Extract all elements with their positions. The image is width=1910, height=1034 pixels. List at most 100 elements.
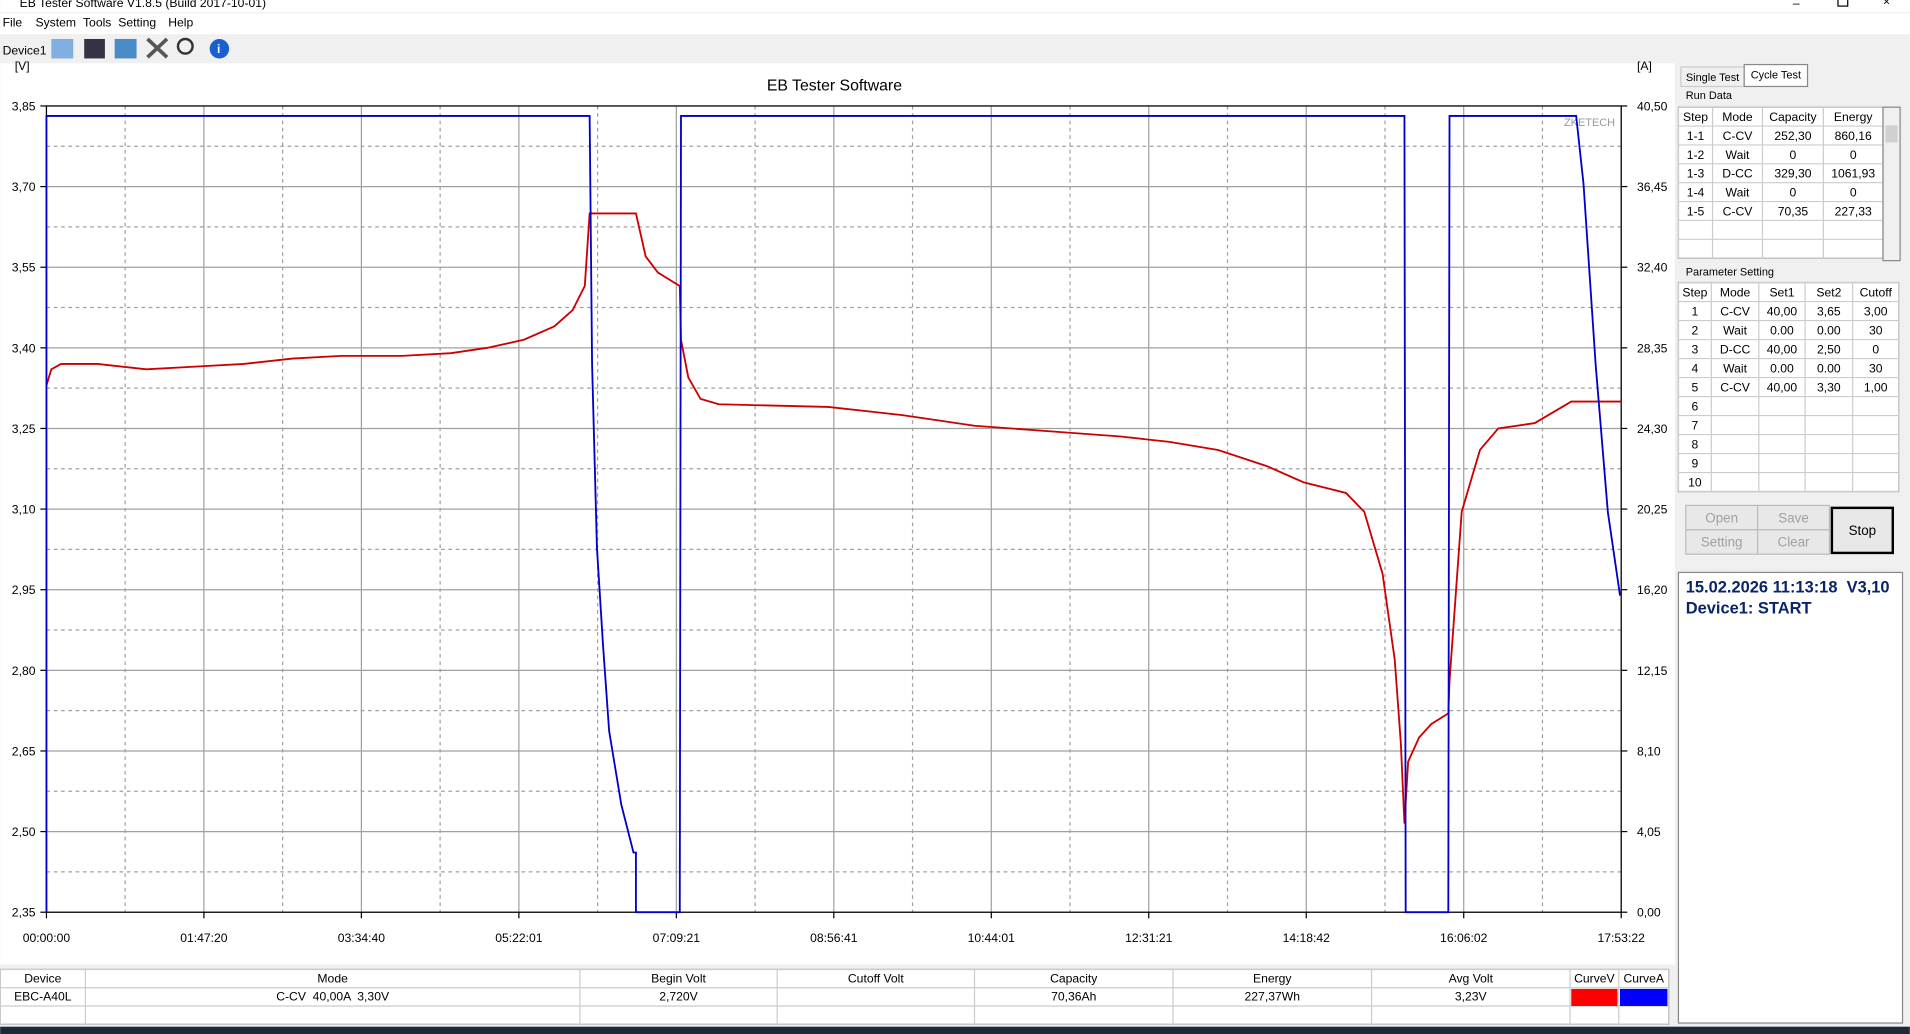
table-cell: 2,720V	[659, 990, 698, 1004]
tab-label: Single Test	[1686, 72, 1739, 84]
table-cell: 3,65	[1817, 304, 1841, 318]
menu-item[interactable]: Help	[168, 15, 193, 29]
menu-item[interactable]: System	[35, 15, 76, 29]
y-tick-label: 3,25	[12, 422, 36, 436]
scrollbar[interactable]	[1882, 106, 1901, 262]
chart-icon[interactable]	[114, 38, 137, 59]
menu-item[interactable]: Setting	[118, 15, 156, 29]
table-cell: 252,30	[1774, 129, 1811, 143]
button[interactable]	[1685, 504, 1759, 531]
table-cell: 4	[1691, 361, 1698, 375]
table-cell: 1-4	[1687, 186, 1705, 200]
device-selector[interactable]: Device1	[3, 43, 47, 57]
table-cell: 8	[1691, 437, 1698, 451]
table-cell: 0.00	[1817, 323, 1841, 337]
table-cell: 10	[1688, 475, 1702, 489]
watermark: ZKETECH	[1564, 117, 1615, 129]
table-cell: 227,33	[1835, 204, 1872, 218]
zoom-icon[interactable]	[176, 37, 194, 55]
x-tick-label: 05:22:01	[495, 931, 543, 945]
table-cell: 0	[1790, 148, 1797, 162]
table-header: Capacity	[1050, 971, 1098, 985]
table-cell: 5	[1691, 380, 1698, 394]
table-cell: 2,50	[1817, 342, 1841, 356]
y-tick-label: 2,50	[12, 825, 36, 839]
table-cell: EBC-A40L	[14, 990, 72, 1004]
tab-label: Cycle Test	[1751, 69, 1801, 81]
table-cell: 1-3	[1687, 167, 1705, 181]
info-icon[interactable]	[209, 38, 230, 59]
y-tick-label: 3,70	[12, 180, 36, 194]
summary-bg	[0, 968, 1670, 1025]
y-axis-label: [V]	[15, 59, 30, 73]
y2-tick-label: 36,45	[1637, 180, 1668, 194]
button-label: Setting	[1701, 535, 1743, 550]
button[interactable]	[1756, 529, 1831, 555]
y2-tick-label: 32,40	[1637, 261, 1668, 275]
series-line	[45, 212, 1622, 824]
table-cell: 7	[1691, 418, 1698, 432]
table-cell: Wait	[1726, 186, 1750, 200]
scroll-thumb[interactable]	[1885, 125, 1898, 143]
button[interactable]	[1830, 506, 1895, 555]
menu-item[interactable]: Tools	[83, 15, 111, 29]
table-cell: C-CV 40,00A 3,30V	[276, 990, 390, 1004]
table-cell: 0	[1790, 186, 1797, 200]
taskbar-edge	[0, 1026, 1910, 1034]
table-cell: 40,00	[1767, 304, 1798, 318]
table-header: Begin Volt	[651, 971, 706, 985]
table-cell: D-CC	[1720, 342, 1751, 356]
y-tick-label: 2,95	[12, 583, 36, 597]
table-cell: 3	[1691, 342, 1698, 356]
chart-title: EB Tester Software	[767, 78, 902, 95]
table-cell: C-CV	[1720, 304, 1751, 318]
button[interactable]	[1756, 504, 1831, 531]
table-cell: 0	[1850, 148, 1857, 162]
y2-tick-label: 0,00	[1637, 906, 1661, 920]
minimize-button[interactable]: –	[1793, 0, 1800, 10]
y2-tick-label: 8,10	[1637, 744, 1661, 758]
menu-item[interactable]: File	[3, 15, 23, 29]
toolbar	[0, 35, 1910, 63]
y-tick-label: 2,65	[12, 744, 36, 758]
table-cell: 40,00	[1767, 380, 1798, 394]
table-header: Avg Volt	[1449, 971, 1494, 985]
menu-bar	[0, 13, 1910, 35]
table-cell: 9	[1691, 456, 1698, 470]
table-header: Step	[1683, 110, 1708, 124]
y-tick-label: 2,80	[12, 664, 36, 678]
maximize-button[interactable]	[1837, 0, 1849, 7]
x-tick-label: 07:09:21	[653, 931, 701, 945]
y-tick-label: 3,85	[12, 99, 36, 113]
table-cell: 1-1	[1687, 129, 1705, 143]
table-cell: 1-2	[1687, 148, 1705, 162]
table-cell: 227,37Wh	[1245, 990, 1300, 1004]
table-header: Energy	[1253, 971, 1292, 985]
open-icon[interactable]	[51, 38, 74, 59]
x-tick-label: 16:06:02	[1440, 931, 1488, 945]
table-cell: 70,36Ah	[1051, 990, 1096, 1004]
button[interactable]	[1685, 529, 1759, 555]
window-title: EB Tester Software V1.8.5 (Build 2017-10…	[20, 0, 266, 10]
button-label: Open	[1705, 510, 1738, 525]
table-header: Cutoff Volt	[848, 971, 904, 985]
close-button[interactable]: ×	[1883, 0, 1890, 9]
table-cell: 3,30	[1817, 380, 1841, 394]
status-line: Device1: START	[1686, 599, 1812, 617]
y2-tick-label: 24,30	[1637, 422, 1668, 436]
table-header: Step	[1682, 285, 1707, 299]
tab-selected[interactable]	[1743, 63, 1809, 88]
table-cell: C-CV	[1723, 204, 1754, 218]
table-cell: Wait	[1726, 148, 1750, 162]
tools-icon[interactable]	[146, 37, 169, 59]
x-tick-label: 14:18:42	[1283, 931, 1331, 945]
table-cell: 2	[1691, 323, 1698, 337]
save-icon[interactable]	[84, 38, 105, 59]
table-cell: 329,30	[1774, 167, 1811, 181]
status-box	[1677, 571, 1904, 1024]
y2-tick-label: 4,05	[1637, 825, 1661, 839]
table-cell: 1	[1691, 304, 1698, 318]
y-tick-label: 2,35	[12, 906, 36, 920]
info-glyph: i	[217, 42, 220, 56]
